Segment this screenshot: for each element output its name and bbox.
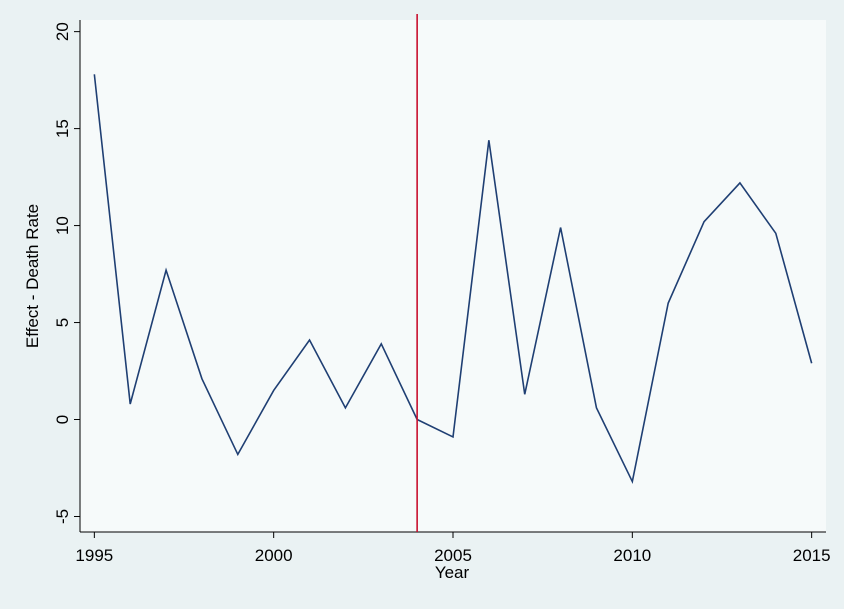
y-tick-label: -5	[53, 509, 72, 524]
y-tick-label: 15	[53, 119, 72, 138]
data-line	[93, 74, 813, 485]
x-axis-title: Year	[435, 563, 470, 582]
x-tick-label: 2015	[793, 546, 831, 565]
x-tick-label: 2000	[255, 546, 293, 565]
x-tick-label: 2010	[613, 546, 651, 565]
x-tick-label: 1995	[75, 546, 113, 565]
y-axis-title: Effect - Death Rate	[23, 204, 42, 348]
y-tick-label: 20	[53, 22, 72, 41]
y-tick-label: 10	[53, 216, 72, 235]
x-tick-label: 2005	[434, 546, 472, 565]
y-tick-label: 0	[53, 415, 72, 424]
plot-area	[80, 20, 826, 532]
y-tick-label: 5	[53, 318, 72, 327]
